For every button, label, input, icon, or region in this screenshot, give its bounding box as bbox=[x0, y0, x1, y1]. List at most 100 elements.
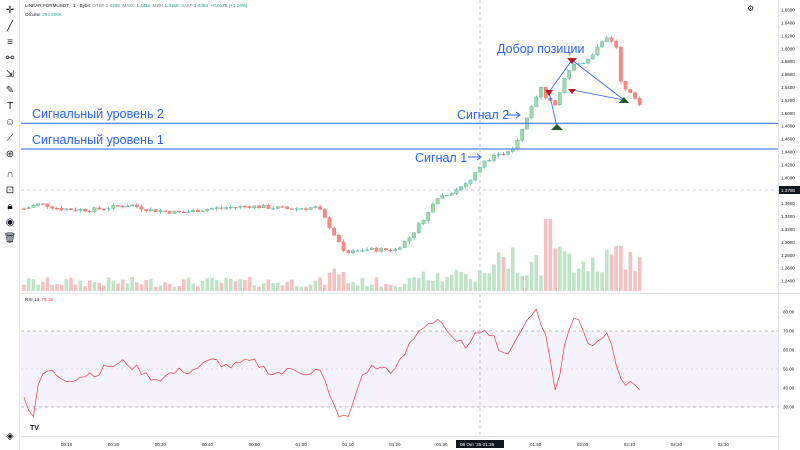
trash-icon[interactable]: 🗑︎ bbox=[3, 233, 17, 244]
sell-marker-1[interactable] bbox=[545, 90, 553, 96]
crosshair-icon[interactable]: ✛ bbox=[5, 5, 15, 16]
signal1-label[interactable]: Сигнал 1 bbox=[415, 151, 467, 165]
volume-bar bbox=[496, 252, 501, 291]
sell-marker-3[interactable] bbox=[568, 89, 576, 94]
pattern-icon[interactable]: ⚯ bbox=[5, 53, 15, 64]
candle-body bbox=[398, 247, 402, 250]
candle-body bbox=[468, 179, 473, 184]
candle-body bbox=[595, 46, 600, 56]
brush-icon[interactable]: ✎ bbox=[5, 85, 15, 96]
candle-body bbox=[426, 212, 431, 221]
volume-label[interactable]: Объём bbox=[25, 12, 40, 17]
volume-bar bbox=[633, 271, 637, 291]
volume-bar bbox=[402, 283, 407, 291]
candle-body bbox=[567, 70, 572, 79]
candle-body bbox=[102, 208, 106, 211]
volume-bar bbox=[539, 275, 543, 291]
volume-bar bbox=[64, 279, 69, 291]
volume-bar bbox=[200, 280, 205, 291]
price-axis-label: 1.2400 bbox=[781, 279, 795, 284]
close-value: 1.4384 bbox=[193, 3, 209, 8]
volume-bar bbox=[266, 279, 271, 291]
buy-marker-1[interactable] bbox=[551, 124, 563, 130]
add-position-label[interactable]: Добор позиции bbox=[497, 42, 585, 56]
close-label: ЗАКР bbox=[181, 3, 193, 8]
volume-bar bbox=[125, 283, 130, 291]
trend-line-icon[interactable]: ╱ bbox=[6, 21, 14, 32]
candle-body bbox=[134, 204, 139, 207]
candle-body bbox=[355, 250, 360, 252]
trade-line-d[interactable] bbox=[548, 91, 558, 128]
volume-bar bbox=[22, 284, 26, 291]
volume-bar bbox=[45, 277, 50, 291]
time-axis-label: 01:00 bbox=[296, 442, 308, 447]
volume-bar bbox=[337, 274, 341, 291]
volume-bar bbox=[294, 285, 299, 291]
candle-body bbox=[539, 87, 543, 98]
gear-icon[interactable]: ⚙ bbox=[747, 4, 755, 13]
magnet-icon[interactable]: ∩ bbox=[6, 169, 14, 180]
low-value: 1.4166 bbox=[164, 3, 179, 8]
eye-icon[interactable]: ◉ bbox=[5, 217, 15, 228]
fib-icon[interactable]: ≡ bbox=[7, 37, 13, 48]
price-axis-label: 1.6400 bbox=[781, 21, 795, 26]
ruler-icon[interactable]: ⟋ bbox=[6, 133, 14, 144]
zoom-icon[interactable]: ⊕ bbox=[5, 149, 15, 160]
rsi-series bbox=[23, 308, 640, 418]
text-icon[interactable]: T bbox=[6, 101, 14, 112]
lock-icon[interactable]: ⊡ bbox=[5, 185, 15, 196]
volume-bar bbox=[529, 261, 534, 291]
candle-body bbox=[369, 247, 374, 250]
candle-body bbox=[285, 206, 290, 209]
candle-body bbox=[379, 248, 384, 252]
candle-body bbox=[332, 227, 337, 236]
volume-bar bbox=[459, 271, 463, 291]
emoji-icon[interactable]: ☺ bbox=[4, 117, 16, 128]
symbol-title[interactable]: LINEAR:FORMUSDT · 1 · Bybit bbox=[25, 3, 90, 8]
volume-bar bbox=[41, 282, 45, 291]
volume-bar bbox=[106, 277, 111, 291]
volume-bar bbox=[600, 272, 604, 291]
volume-bar bbox=[393, 286, 398, 291]
candle-body bbox=[191, 209, 196, 212]
level-label-1: Сигнальный уровень 2 bbox=[32, 107, 164, 121]
buy-marker-2[interactable] bbox=[619, 97, 629, 103]
projection-icon[interactable]: ⇲ bbox=[5, 69, 15, 80]
candle-body bbox=[50, 206, 55, 209]
volume-bar bbox=[243, 279, 247, 291]
volume-bar bbox=[576, 268, 581, 291]
time-axis-label: 00:40 bbox=[202, 442, 214, 447]
candle-body bbox=[384, 248, 388, 251]
volume-bar bbox=[435, 273, 440, 291]
price-axis-label: 1.6600 bbox=[781, 8, 795, 13]
candle-body bbox=[116, 205, 120, 207]
volume-bar bbox=[384, 283, 388, 291]
candle-body bbox=[125, 205, 130, 208]
volume-bar bbox=[581, 261, 586, 291]
layers-icon[interactable]: ◈ bbox=[6, 431, 14, 442]
trade-line-b[interactable] bbox=[548, 59, 573, 93]
candle-body bbox=[346, 250, 351, 254]
time-axis-label: 00:20 bbox=[108, 442, 120, 447]
volume-bar bbox=[567, 253, 571, 291]
price-axis-label: 1.4200 bbox=[781, 162, 795, 167]
candle-body bbox=[553, 100, 557, 106]
time-axis-label: 01:20 bbox=[389, 442, 401, 447]
price-axis-label: 1.5400 bbox=[781, 85, 795, 90]
trade-line-a[interactable] bbox=[571, 59, 625, 101]
signal2-label[interactable]: Сигнал 2 bbox=[457, 108, 509, 122]
candle-body bbox=[106, 208, 111, 210]
candle-body bbox=[196, 209, 200, 213]
rsi-label[interactable]: RSI 14 bbox=[25, 297, 40, 302]
rsi-axis-label: 60.00 bbox=[783, 348, 795, 353]
candle-body bbox=[416, 223, 421, 233]
lock-icon-2[interactable]: 🔒︎ bbox=[7, 201, 13, 212]
sell-marker-2[interactable] bbox=[567, 58, 577, 64]
time-axis-label: 02:30 bbox=[718, 442, 730, 447]
volume-bar bbox=[464, 274, 468, 291]
volume-bar bbox=[323, 284, 327, 291]
trade-line-c[interactable] bbox=[571, 89, 625, 101]
candle-body bbox=[22, 208, 26, 210]
rsi-band bbox=[21, 331, 778, 407]
